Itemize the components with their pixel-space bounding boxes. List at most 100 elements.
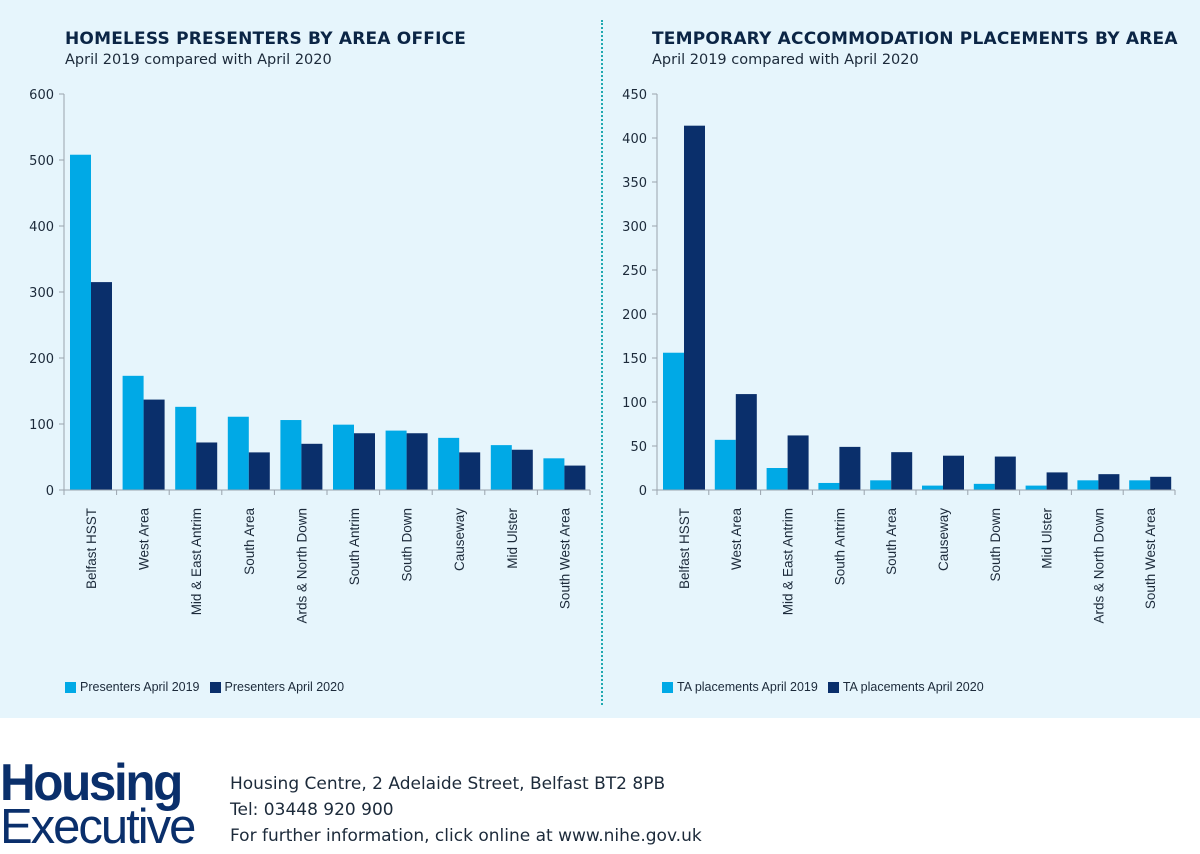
bar-2020 bbox=[735, 394, 757, 490]
bar-2019 bbox=[818, 482, 840, 490]
chart-title: TEMPORARY ACCOMMODATION PLACEMENTS BY AR… bbox=[652, 29, 1178, 49]
y-tick-label: 600 bbox=[29, 88, 54, 103]
legend-item: TA placements April 2019 bbox=[662, 680, 818, 694]
bar-2019 bbox=[280, 420, 302, 490]
y-tick-label: 100 bbox=[622, 396, 647, 411]
legend-item: Presenters April 2019 bbox=[65, 680, 200, 694]
bar-2019 bbox=[70, 154, 91, 490]
legend-label: Presenters April 2019 bbox=[80, 680, 200, 694]
bar-2020 bbox=[1046, 472, 1068, 490]
x-tick-label: Ards & North Down bbox=[1091, 508, 1106, 624]
bar-2019 bbox=[663, 352, 684, 490]
legend-swatch bbox=[209, 681, 221, 693]
legend-item: TA placements April 2020 bbox=[827, 680, 984, 694]
x-tick-label: Causeway bbox=[936, 508, 951, 571]
legend-label: Presenters April 2020 bbox=[224, 680, 345, 694]
bar-2020 bbox=[301, 443, 323, 490]
legend-label: TA placements April 2020 bbox=[842, 680, 984, 694]
chart-title: HOMELESS PRESENTERS BY AREA OFFICE bbox=[65, 29, 467, 49]
chart-legend: Presenters April 2019 Presenters April 2… bbox=[65, 680, 354, 694]
x-tick-label: South Down bbox=[988, 508, 1003, 582]
charts-panel bbox=[0, 0, 1200, 718]
legend-swatch bbox=[662, 681, 673, 693]
y-tick-label: 0 bbox=[46, 484, 54, 499]
bar-2019 bbox=[766, 468, 788, 490]
bar-2020 bbox=[196, 442, 218, 490]
bar-2019 bbox=[175, 406, 197, 490]
y-tick-label: 400 bbox=[29, 220, 54, 235]
y-tick-label: 50 bbox=[630, 440, 647, 455]
bar-2019 bbox=[1129, 480, 1151, 490]
x-tick-label: South Antrim bbox=[832, 508, 847, 585]
contact-telephone: Tel: 03448 920 900 bbox=[230, 800, 394, 820]
bar-2020 bbox=[891, 452, 913, 490]
bar-2019 bbox=[1077, 480, 1099, 490]
bar-2020 bbox=[839, 446, 861, 490]
y-tick-label: 300 bbox=[622, 220, 647, 235]
chart-legend: TA placements April 2019 TA placements A… bbox=[662, 680, 994, 694]
bar-2019 bbox=[973, 483, 995, 490]
bar-2020 bbox=[684, 125, 705, 491]
bar-2020 bbox=[459, 452, 481, 490]
legend-swatch bbox=[65, 681, 76, 693]
x-tick-label: South West Area bbox=[557, 508, 572, 610]
x-tick-label: South West Area bbox=[1143, 508, 1158, 610]
y-tick-label: 350 bbox=[622, 176, 647, 191]
legend-label: TA placements April 2019 bbox=[677, 680, 818, 694]
x-tick-label: West Area bbox=[729, 508, 744, 571]
x-tick-label: Mid & East Antrim bbox=[189, 508, 204, 615]
bar-2019 bbox=[122, 375, 144, 490]
x-tick-label: South Area bbox=[242, 508, 257, 575]
housing-executive-logo[interactable]: Housing Executive bbox=[0, 754, 196, 854]
y-tick-label: 400 bbox=[622, 132, 647, 147]
bar-2019 bbox=[333, 424, 354, 490]
bar-2019 bbox=[714, 439, 736, 490]
y-tick-label: 200 bbox=[622, 308, 647, 323]
bar-2019 bbox=[870, 480, 892, 490]
y-tick-label: 300 bbox=[29, 286, 54, 301]
x-tick-label: Mid & East Antrim bbox=[781, 508, 796, 615]
y-tick-label: 250 bbox=[622, 264, 647, 279]
y-tick-label: 450 bbox=[622, 88, 647, 103]
logo-executive-text: Executive bbox=[0, 800, 196, 854]
x-tick-label: South Down bbox=[400, 508, 415, 582]
bar-2020 bbox=[143, 399, 165, 490]
bar-2020 bbox=[511, 449, 533, 490]
contact-details: Housing Centre, 2 Adelaide Street, Belfa… bbox=[230, 771, 702, 849]
y-tick-label: 500 bbox=[29, 154, 54, 169]
bar-2020 bbox=[1150, 476, 1172, 490]
bar-2019 bbox=[227, 416, 249, 490]
legend-swatch bbox=[827, 681, 839, 693]
x-tick-label: West Area bbox=[137, 508, 152, 571]
bar-2020 bbox=[354, 433, 375, 490]
x-tick-label: South Antrim bbox=[347, 508, 362, 585]
y-tick-label: 200 bbox=[29, 352, 54, 367]
y-tick-label: 100 bbox=[29, 418, 54, 433]
chart-divider bbox=[601, 20, 603, 705]
x-tick-label: Belfast HSST bbox=[84, 508, 99, 589]
bar-2019 bbox=[490, 445, 512, 490]
bar-2020 bbox=[406, 433, 428, 490]
bar-2020 bbox=[248, 452, 270, 490]
bar-2020 bbox=[787, 435, 809, 490]
x-tick-label: Belfast HSST bbox=[677, 508, 692, 589]
bar-2020 bbox=[91, 282, 112, 490]
contact-website[interactable]: For further information, click online at… bbox=[230, 826, 702, 846]
legend-item: Presenters April 2020 bbox=[209, 680, 345, 694]
bar-2019 bbox=[1025, 485, 1047, 490]
x-tick-label: South Area bbox=[884, 508, 899, 575]
bar-2020 bbox=[1098, 474, 1120, 490]
chart-subtitle: April 2019 compared with April 2020 bbox=[652, 52, 919, 68]
logo-housing-text: Housing bbox=[0, 754, 183, 812]
bar-2019 bbox=[438, 437, 460, 490]
x-tick-label: Mid Ulster bbox=[1040, 508, 1055, 569]
bar-2020 bbox=[943, 455, 964, 490]
chart-subtitle: April 2019 compared with April 2020 bbox=[65, 52, 332, 68]
bar-2019 bbox=[543, 458, 565, 490]
bar-2019 bbox=[385, 430, 407, 490]
x-tick-label: Ards & North Down bbox=[294, 508, 309, 624]
y-tick-label: 0 bbox=[639, 484, 647, 499]
bar-2020 bbox=[994, 456, 1016, 490]
x-tick-label: Causeway bbox=[452, 508, 467, 571]
